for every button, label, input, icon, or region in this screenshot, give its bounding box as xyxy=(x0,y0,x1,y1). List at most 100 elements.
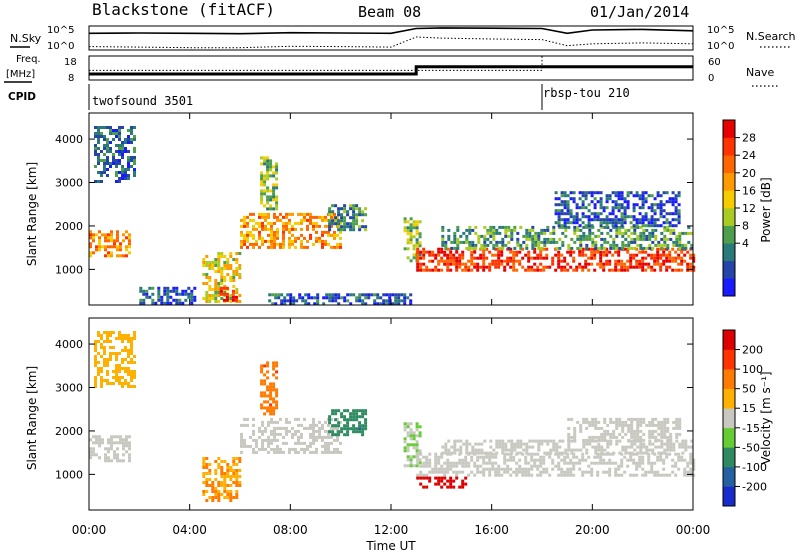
velocity-cell xyxy=(482,473,486,477)
power-cell xyxy=(593,191,597,195)
power-cell xyxy=(471,240,475,244)
velocity-cell xyxy=(660,429,664,433)
velocity-cell xyxy=(130,376,133,379)
power-cell xyxy=(543,240,547,244)
power-cell xyxy=(653,218,657,222)
power-cell xyxy=(382,299,386,303)
velocity-cell xyxy=(692,464,696,468)
power-cell xyxy=(671,191,675,195)
power-cell xyxy=(97,141,100,144)
velocity-cell xyxy=(358,421,362,425)
power-cell xyxy=(468,225,472,229)
power-cell xyxy=(264,227,267,231)
velocity-cell xyxy=(588,420,592,424)
velocity-cell xyxy=(355,415,359,419)
power-cell xyxy=(641,256,645,260)
power-cell xyxy=(437,250,441,254)
power-cell xyxy=(125,236,128,240)
velocity-cell xyxy=(470,455,474,459)
power-cell xyxy=(112,132,115,135)
velocity-cell xyxy=(103,346,106,349)
velocity-cell xyxy=(461,458,465,462)
velocity-cell xyxy=(272,412,276,416)
velocity-cell xyxy=(415,428,419,432)
power-cell xyxy=(483,246,487,250)
velocity-cell xyxy=(279,450,282,454)
power-cell xyxy=(665,268,669,272)
velocity-cell xyxy=(581,473,585,477)
power-cell xyxy=(561,225,565,229)
velocity-cell xyxy=(208,469,212,472)
power-cell xyxy=(513,246,517,250)
power-cell xyxy=(208,285,212,288)
velocity-cell xyxy=(684,445,688,449)
velocity-cell xyxy=(324,429,327,433)
power-cell xyxy=(229,294,233,297)
power-cell xyxy=(193,295,197,299)
velocity-cell xyxy=(315,429,318,433)
velocity-cell xyxy=(406,458,410,462)
velocity-cell xyxy=(431,470,435,474)
power-cell xyxy=(312,224,315,228)
power-cell xyxy=(226,267,230,270)
power-cell xyxy=(605,253,609,257)
power-cell xyxy=(531,237,535,241)
velocity-cell xyxy=(106,334,109,337)
velocity-cell xyxy=(494,470,498,474)
power-cell xyxy=(533,247,537,251)
power-cell xyxy=(674,209,678,213)
velocity-cell xyxy=(455,464,459,468)
velocity-cell xyxy=(590,461,594,465)
power-cell xyxy=(306,218,309,222)
velocity-cell xyxy=(588,438,592,442)
velocity-cell xyxy=(419,452,423,456)
velocity-cell xyxy=(617,473,621,477)
power-cell xyxy=(367,293,371,297)
velocity-cell xyxy=(602,470,606,474)
power-cell xyxy=(334,296,338,300)
velocity-cell xyxy=(449,464,453,468)
velocity-cell xyxy=(336,435,339,439)
velocity-cell xyxy=(109,340,112,343)
velocity-cell xyxy=(657,445,661,449)
power-cell xyxy=(160,295,164,299)
power-cell xyxy=(217,288,221,291)
power-cell xyxy=(641,203,645,207)
power-cell xyxy=(627,243,631,247)
velocity-cell xyxy=(585,417,589,421)
power-cell xyxy=(169,289,173,293)
power-cell xyxy=(106,168,109,171)
power-cell xyxy=(349,216,353,220)
power-cell xyxy=(142,292,146,296)
velocity-cell xyxy=(409,428,413,432)
power-cell xyxy=(400,293,404,297)
power-cell xyxy=(543,237,547,241)
velocity-cell xyxy=(100,343,103,346)
velocity-cell xyxy=(312,441,315,445)
power-cell xyxy=(336,245,339,249)
velocity-cell xyxy=(128,456,131,460)
power-cell xyxy=(94,150,97,153)
velocity-cell xyxy=(620,464,624,468)
power-cell xyxy=(663,237,667,241)
power-cell xyxy=(591,240,595,244)
velocity-cell xyxy=(226,490,230,493)
velocity-cell xyxy=(337,430,341,434)
power-cell xyxy=(202,297,206,300)
power-cell xyxy=(337,293,341,297)
power-cell xyxy=(130,156,133,159)
velocity-cell xyxy=(648,435,652,439)
power-cell xyxy=(211,267,215,270)
velocity-cell xyxy=(624,420,628,424)
power-cell xyxy=(269,168,273,172)
velocity-cell xyxy=(633,438,637,442)
power-cell xyxy=(608,197,612,201)
power-cell xyxy=(391,293,395,297)
power-cell xyxy=(269,204,273,208)
power-cell xyxy=(116,245,119,249)
velocity-cell xyxy=(122,441,125,445)
velocity-cell xyxy=(336,450,339,454)
power-cell xyxy=(486,243,490,247)
velocity-cell xyxy=(98,441,101,445)
power-cell xyxy=(591,237,595,241)
